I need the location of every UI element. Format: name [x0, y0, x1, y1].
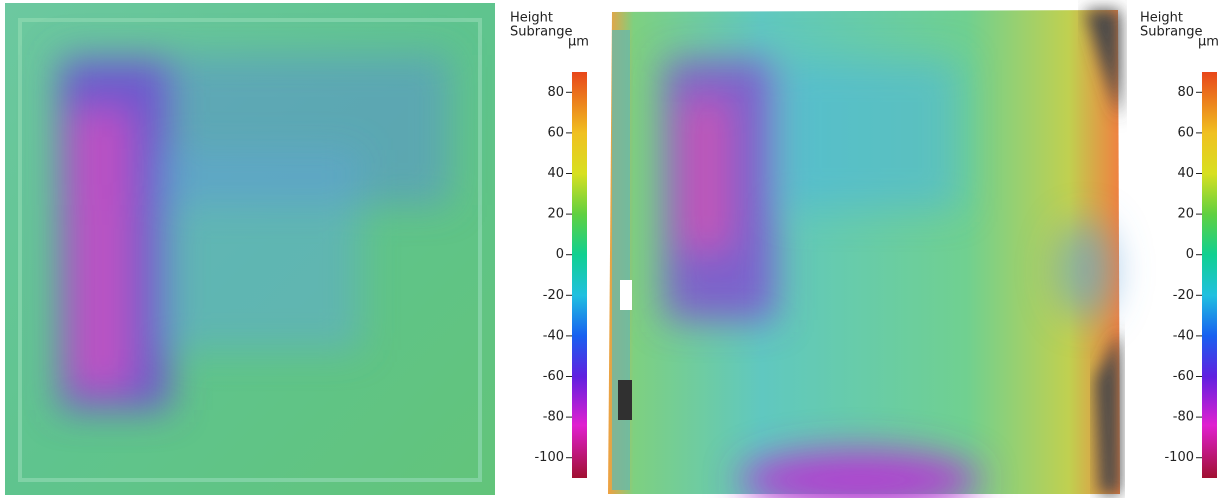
tick-label: -40 — [543, 328, 564, 343]
tick-label: 0 — [556, 247, 564, 262]
tick-label: 60 — [547, 125, 564, 140]
height-map-left — [5, 3, 495, 495]
tick-label: 40 — [1177, 166, 1194, 181]
colorbar-title: Height — [1140, 11, 1183, 26]
tick-label: -80 — [543, 410, 564, 425]
tick-label: -100 — [534, 450, 564, 465]
tick-label: 80 — [1177, 85, 1194, 100]
tick-label: 60 — [1177, 125, 1194, 140]
colorbar-title: Height — [510, 11, 553, 26]
tick-label: -20 — [543, 288, 564, 303]
tick-label: -80 — [1173, 410, 1194, 425]
tick-label: 40 — [547, 166, 564, 181]
colorbars: HeightSubrangeµm806040200-20-40-60-80-10… — [510, 11, 1219, 478]
tick-label: 80 — [547, 85, 564, 100]
tick-label: -60 — [1173, 369, 1194, 384]
tick-label: 0 — [1186, 247, 1194, 262]
tick-label: -100 — [1164, 450, 1194, 465]
colorbar-title: Subrange — [1140, 25, 1203, 40]
colorbar — [1202, 72, 1217, 478]
colorbar — [572, 72, 587, 478]
colorbar-title: Subrange — [510, 25, 573, 40]
tick-label: 20 — [1177, 207, 1194, 222]
tick-label: -60 — [543, 369, 564, 384]
tick-label: -20 — [1173, 288, 1194, 303]
height-map-right — [608, 10, 1120, 498]
colorbar-unit: µm — [568, 35, 589, 50]
colorbar-unit: µm — [1198, 35, 1219, 50]
tick-label: 20 — [547, 207, 564, 222]
tick-label: -40 — [1173, 328, 1194, 343]
